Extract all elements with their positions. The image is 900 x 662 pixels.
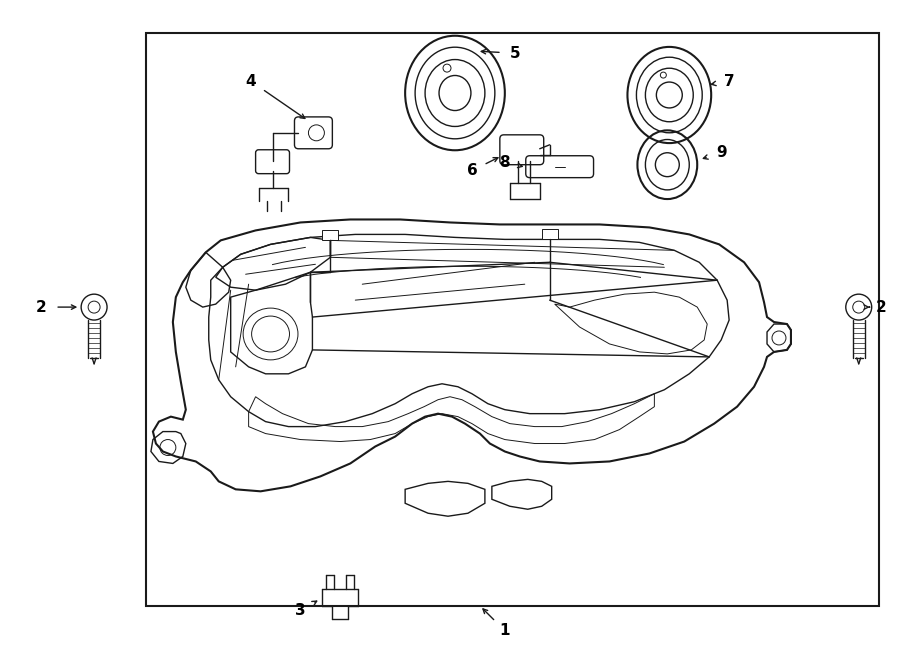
- Text: 2: 2: [36, 300, 47, 314]
- Text: 1: 1: [500, 623, 510, 638]
- Text: 9: 9: [716, 145, 726, 160]
- Text: 8: 8: [500, 155, 510, 170]
- Text: 6: 6: [466, 163, 477, 178]
- Text: 5: 5: [509, 46, 520, 61]
- Bar: [146, 33, 878, 606]
- Bar: [322, 230, 338, 240]
- Text: 7: 7: [724, 73, 734, 89]
- Text: 2: 2: [876, 300, 886, 314]
- Text: 3: 3: [295, 603, 306, 618]
- Text: 4: 4: [246, 73, 256, 89]
- Bar: [542, 230, 558, 240]
